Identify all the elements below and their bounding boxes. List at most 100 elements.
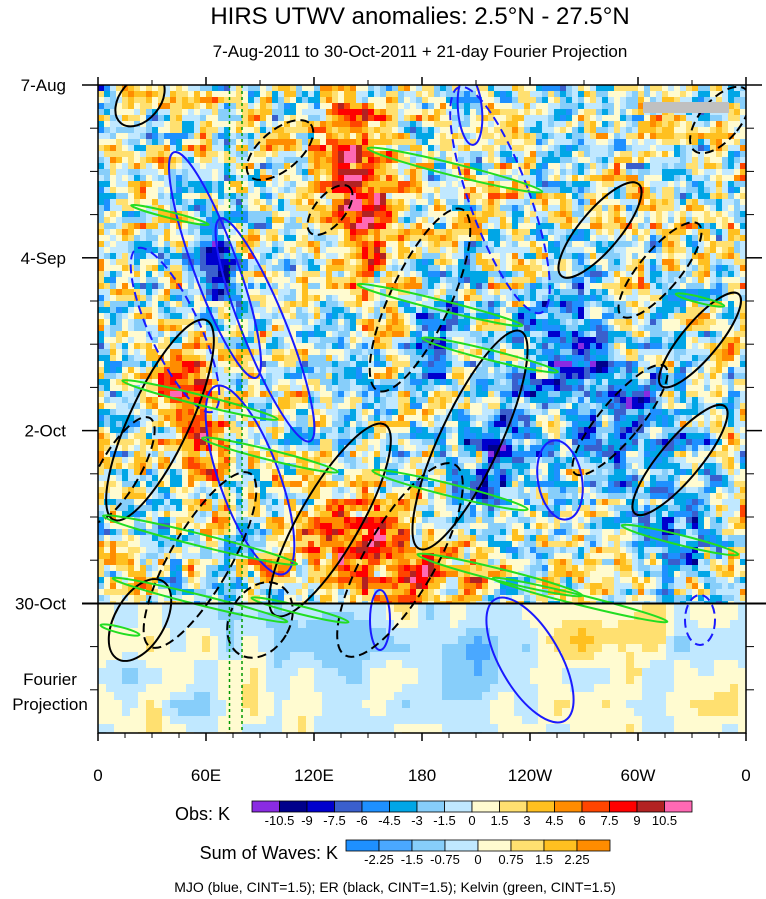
obs-cell [458,241,465,248]
obs-cell [164,355,171,362]
obs-cell [554,343,561,350]
obs-cell [116,319,123,326]
obs-cell [98,151,105,158]
obs-cell [596,151,603,158]
obs-cell [284,91,291,98]
obs-cell [680,199,687,206]
obs-cell [458,343,465,350]
obs-cell [326,97,333,104]
obs-cell [134,169,141,176]
obs-cell [104,223,111,230]
obs-cell [710,337,717,344]
obs-cell [308,175,315,182]
obs-cell [170,301,177,308]
obs-cell [590,313,597,320]
obs-cell [428,355,435,362]
obs-cell [290,343,297,350]
obs-cell [608,133,615,140]
obs-cell [620,307,627,314]
obs-cell [716,265,723,272]
obs-cell [212,337,219,344]
obs-cell [488,331,495,338]
obs-cell [230,139,237,146]
obs-cell [230,97,237,104]
obs-cell [212,307,219,314]
obs-cell [632,175,639,182]
obs-cell [182,175,189,182]
obs-cell [98,313,105,320]
obs-cell [338,283,345,290]
obs-cell [458,109,465,116]
obs-cell [302,349,309,356]
obs-cell [554,355,561,362]
obs-cell [242,157,249,164]
obs-cell [476,259,483,266]
obs-cell [722,97,729,104]
obs-cell [410,175,417,182]
obs-cell [362,121,369,128]
obs-cell [494,223,501,230]
obs-cell [200,139,207,146]
obs-cell [110,217,117,224]
obs-cell [398,217,405,224]
obs-cell [518,349,525,356]
obs-cell [176,181,183,188]
obs-cell [266,145,273,152]
obs-cell [614,223,621,230]
obs-cell [710,115,717,122]
obs-cell [578,277,585,284]
obs-cell [416,139,423,146]
obs-cell [704,247,711,254]
obs-cell [164,169,171,176]
obs-cell [482,247,489,254]
obs-cell [404,145,411,152]
obs-cell [716,325,723,332]
obs-cell [278,319,285,326]
obs-cell [440,355,447,362]
obs-cell [242,259,249,266]
obs-cell [260,241,267,248]
obs-cell [734,115,741,122]
obs-cell [662,229,669,236]
obs-cell [410,115,417,122]
obs-cell [428,181,435,188]
obs-cell [494,217,501,224]
obs-cell [386,97,393,104]
obs-cell [188,301,195,308]
obs-cell [170,139,177,146]
obs-cell [548,175,555,182]
obs-cell [206,103,213,110]
obs-cell [464,109,471,116]
obs-cell [728,223,735,230]
obs-cell [404,91,411,98]
obs-cell [260,331,267,338]
obs-cell [512,289,519,296]
obs-cell [566,199,573,206]
obs-cell [392,235,399,242]
obs-cell [344,91,351,98]
obs-cell [278,325,285,332]
obs-cell [578,205,585,212]
obs-cell [236,307,243,314]
obs-cell [260,253,267,260]
obs-cell [386,175,393,182]
obs-cell [296,265,303,272]
obs-cell [290,235,297,242]
obs-cell [548,277,555,284]
obs-cell [644,289,651,296]
obs-cell [536,307,543,314]
obs-cell [350,205,357,212]
obs-cell [194,133,201,140]
obs-cell [614,199,621,206]
obs-cell [218,121,225,128]
obs-cell [416,181,423,188]
obs-cell [104,85,111,92]
obs-cell [98,283,105,290]
obs-cell [212,241,219,248]
obs-cell [230,115,237,122]
obs-cell [692,157,699,164]
obs-cell [512,349,519,356]
obs-cell [152,307,159,314]
obs-cell [98,199,105,206]
obs-cell [566,337,573,344]
